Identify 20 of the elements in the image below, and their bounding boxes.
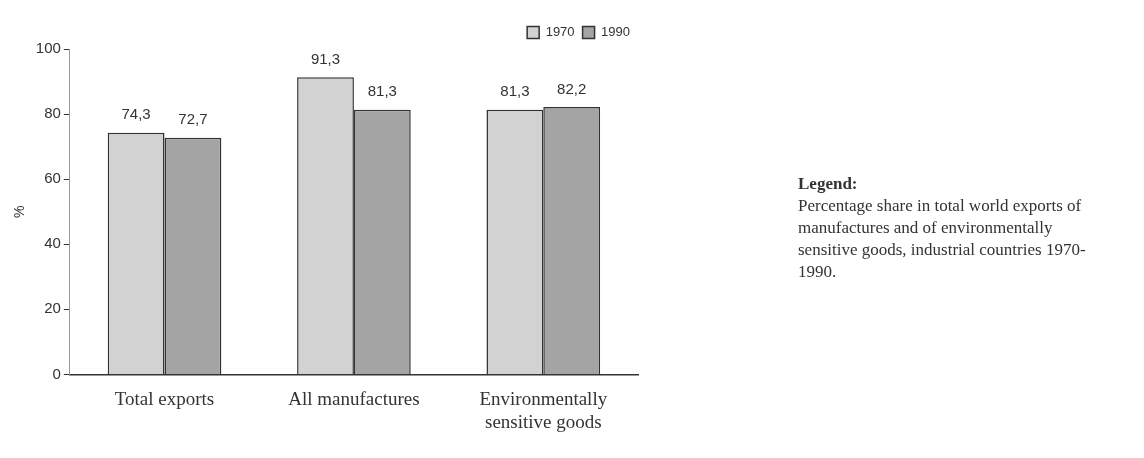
y-axis-title: % bbox=[11, 205, 28, 218]
data-label: 74,3 bbox=[121, 105, 151, 123]
data-label: 91,3 bbox=[310, 49, 341, 67]
x-tick-label: Environmentally sensitive goods bbox=[479, 387, 608, 432]
data-label: 82,2 bbox=[557, 79, 587, 97]
y-tick-label: 0 bbox=[52, 364, 61, 382]
y-tick-label: 60 bbox=[44, 169, 61, 187]
y-tick-label: 80 bbox=[44, 104, 61, 122]
y-tick-label: 20 bbox=[44, 299, 61, 317]
legend-label: 1970 bbox=[545, 24, 575, 40]
y-tick-label: 40 bbox=[44, 234, 61, 252]
x-tick-label: Total exports bbox=[114, 387, 215, 409]
data-label: 81,3 bbox=[367, 82, 397, 100]
text: Percentage share in total world exports of manufactures and of environmentally sensitive goods, industrial countries 1970-1990. bbox=[798, 194, 1087, 284]
data-label: 81,3 bbox=[500, 82, 530, 100]
text: Legend: bbox=[798, 172, 859, 195]
data-label: 72,7 bbox=[178, 110, 208, 128]
legend-label: 1990 bbox=[601, 24, 630, 40]
y-tick-label: 100 bbox=[35, 39, 61, 57]
x-tick-label: All manufactures bbox=[288, 387, 420, 409]
